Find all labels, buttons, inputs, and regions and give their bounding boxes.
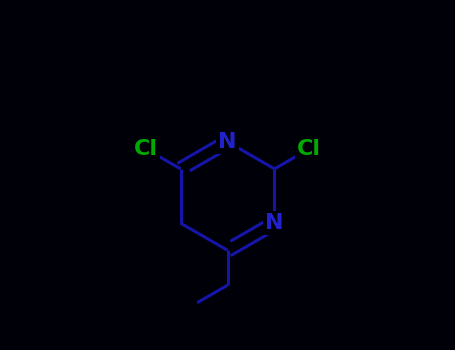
- Text: Cl: Cl: [134, 139, 158, 159]
- Text: Cl: Cl: [297, 139, 321, 159]
- Text: N: N: [265, 213, 284, 233]
- Text: N: N: [218, 132, 237, 152]
